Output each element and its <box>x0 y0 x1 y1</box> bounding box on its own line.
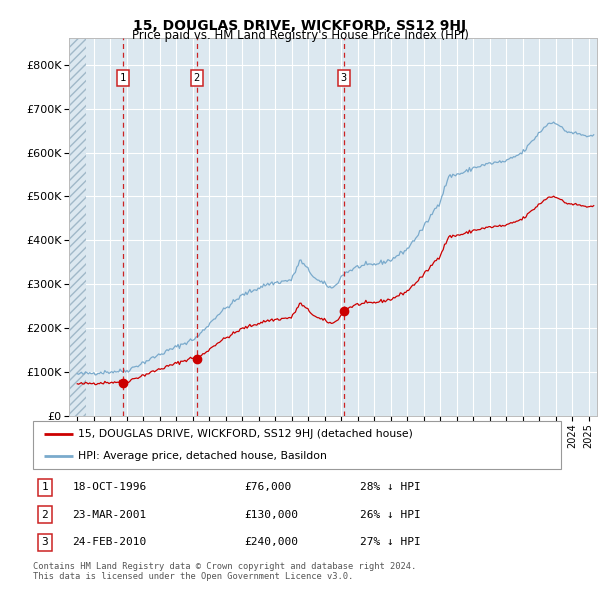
Text: 26% ↓ HPI: 26% ↓ HPI <box>361 510 421 520</box>
Text: This data is licensed under the Open Government Licence v3.0.: This data is licensed under the Open Gov… <box>33 572 353 581</box>
Text: Contains HM Land Registry data © Crown copyright and database right 2024.: Contains HM Land Registry data © Crown c… <box>33 562 416 571</box>
Bar <box>69 38 86 416</box>
Text: 2: 2 <box>41 510 48 520</box>
Text: £130,000: £130,000 <box>244 510 298 520</box>
Text: 23-MAR-2001: 23-MAR-2001 <box>73 510 147 520</box>
Text: Price paid vs. HM Land Registry's House Price Index (HPI): Price paid vs. HM Land Registry's House … <box>131 30 469 42</box>
Text: 2: 2 <box>193 73 200 83</box>
Text: 1: 1 <box>41 483 48 493</box>
Text: 15, DOUGLAS DRIVE, WICKFORD, SS12 9HJ (detached house): 15, DOUGLAS DRIVE, WICKFORD, SS12 9HJ (d… <box>78 429 413 439</box>
Text: £76,000: £76,000 <box>244 483 292 493</box>
Text: 15, DOUGLAS DRIVE, WICKFORD, SS12 9HJ: 15, DOUGLAS DRIVE, WICKFORD, SS12 9HJ <box>133 19 467 34</box>
Text: 1: 1 <box>120 73 127 83</box>
Text: 3: 3 <box>41 537 48 547</box>
Bar <box>69 38 86 416</box>
FancyBboxPatch shape <box>33 421 561 469</box>
Text: HPI: Average price, detached house, Basildon: HPI: Average price, detached house, Basi… <box>78 451 327 461</box>
Text: 3: 3 <box>341 73 347 83</box>
Text: 28% ↓ HPI: 28% ↓ HPI <box>361 483 421 493</box>
Text: 27% ↓ HPI: 27% ↓ HPI <box>361 537 421 547</box>
Text: £240,000: £240,000 <box>244 537 298 547</box>
Text: 24-FEB-2010: 24-FEB-2010 <box>73 537 147 547</box>
Text: 18-OCT-1996: 18-OCT-1996 <box>73 483 147 493</box>
